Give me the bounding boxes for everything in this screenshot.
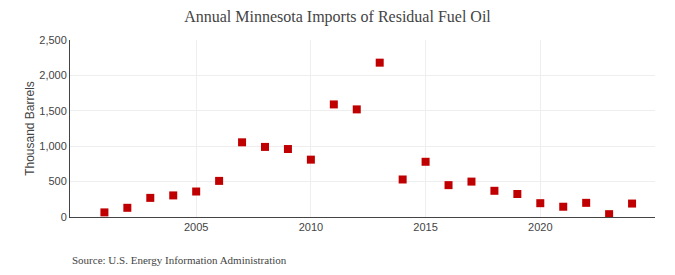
svg-text:2,000: 2,000 xyxy=(39,69,67,81)
svg-text:0: 0 xyxy=(61,211,67,223)
svg-text:500: 500 xyxy=(48,175,66,187)
svg-text:Annual Minnesota Imports of Re: Annual Minnesota Imports of Residual Fue… xyxy=(184,8,491,26)
svg-text:Thousand Barrels: Thousand Barrels xyxy=(23,81,37,176)
svg-text:1,500: 1,500 xyxy=(39,105,67,117)
svg-text:2005: 2005 xyxy=(184,221,208,233)
svg-text:2015: 2015 xyxy=(413,221,437,233)
svg-text:2,500: 2,500 xyxy=(39,34,67,46)
svg-text:1,000: 1,000 xyxy=(39,140,67,152)
svg-text:Source: U.S. Energy Informatio: Source: U.S. Energy Information Administ… xyxy=(72,254,287,266)
svg-text:2010: 2010 xyxy=(299,221,323,233)
svg-text:2020: 2020 xyxy=(528,221,552,233)
